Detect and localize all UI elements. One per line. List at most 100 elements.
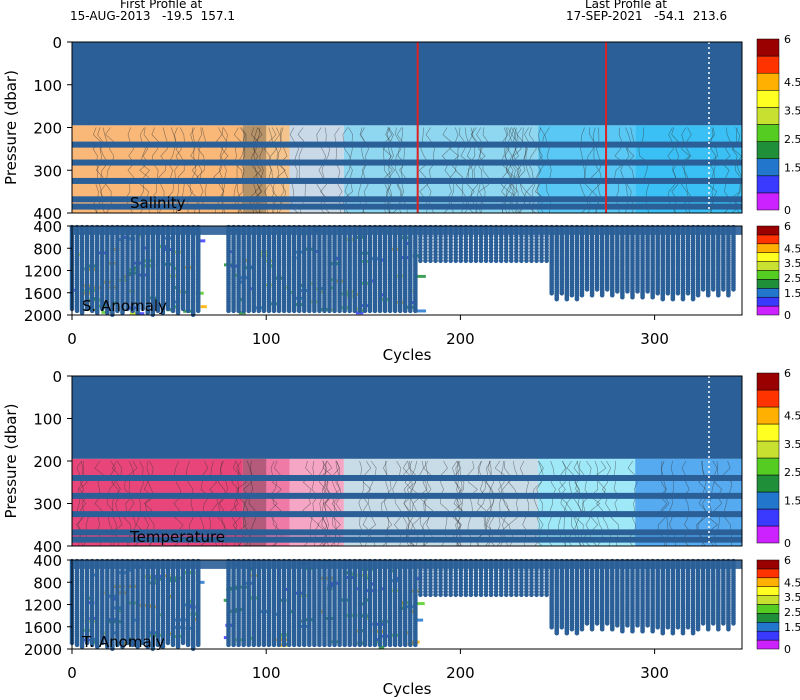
salinity-colorbar-cell (756, 107, 780, 125)
s-anomaly-profile-dot (408, 308, 413, 314)
salinity-ytick-label: 200 (33, 120, 62, 138)
s-anomaly-profile-dot (529, 258, 534, 264)
s-anomaly-anomaly-blotch (297, 284, 307, 288)
s-anomaly-profile-dot (655, 291, 661, 296)
s-anomaly-profile-dot (594, 287, 600, 292)
s-anomaly-colorbar-cell (756, 261, 780, 271)
s-anomaly-profile-dot (554, 296, 560, 302)
s-anomaly-profile-dot (726, 292, 731, 298)
s-anomaly-profile-dot (721, 287, 726, 292)
s-anomaly-profile-dot (498, 258, 504, 264)
s-anomaly-profile-dot (635, 289, 640, 294)
salinity-colorbar-tick: 2.5 (784, 133, 800, 146)
s-anomaly-profile-dot (453, 258, 459, 264)
s-anomaly-anomaly-blotch (415, 274, 426, 278)
s-anomaly-anomaly-blotch (416, 309, 427, 313)
s-anomaly-profile-dot (650, 294, 655, 300)
temperature-ytick-label: 200 (33, 453, 62, 471)
s-anomaly-colorbar-tick: 6 (784, 220, 791, 233)
s-anomaly-anomaly-blotch (138, 312, 145, 316)
salinity-colorbar-cell (756, 175, 780, 194)
s-anomaly-profile-dot (74, 308, 80, 314)
s-anomaly-profile-dot (372, 308, 378, 314)
temperature-ytick-label: 300 (33, 496, 62, 514)
s-anomaly-profile-dot (700, 287, 706, 292)
temperature-colorbar-tick: 4.5 (784, 410, 800, 423)
s-anomaly-profile-dot (125, 306, 130, 312)
s-anomaly-profile-dot (589, 292, 595, 298)
first-profile-label: First Profile at (120, 0, 203, 11)
s-anomaly-anomaly-blotch (238, 311, 246, 315)
s-anomaly-profile-dot (317, 308, 322, 314)
s-anomaly-profile-dot (332, 308, 337, 314)
s-anomaly-profile-dot (473, 258, 479, 264)
temperature-ytick-label: 0 (52, 368, 62, 386)
first-profile-info: 15-AUG-2013 -19.5 157.1 (70, 9, 235, 23)
s-anomaly-xtick-label: 100 (252, 330, 281, 348)
s-anomaly-profile-dot (695, 292, 701, 298)
salinity-ylabel: Pressure (dbar) (2, 70, 20, 185)
s-anomaly-profile-dot (352, 308, 358, 314)
salinity-colorbar-cell (756, 72, 780, 91)
temperature-colorbar-tick: 0 (784, 537, 791, 550)
s-anomaly-anomaly-blotch (116, 238, 124, 242)
temperature-colorbar-cell (756, 457, 780, 476)
temperature-profile-row (72, 511, 742, 518)
s-anomaly-profile-dot (347, 308, 353, 314)
salinity-colorbar-tick: 3.5 (784, 104, 800, 117)
s-anomaly-profile-dot (261, 308, 267, 314)
s-anomaly-profile-dot (609, 292, 615, 298)
s-anomaly-anomaly-blotch (101, 310, 109, 314)
s-anomaly-profile-dot (534, 258, 539, 264)
s-anomaly-profile-dot (493, 258, 499, 264)
s-anomaly-profile-dot (195, 308, 201, 314)
s-anomaly-profile-dot (660, 296, 666, 302)
s-anomaly-profile-dot (175, 310, 181, 316)
s-anomaly-profile-dot (478, 258, 484, 264)
s-anomaly-profile-dot (428, 258, 433, 264)
s-anomaly-profile-dot (392, 308, 398, 314)
s-anomaly-profile-dot (99, 306, 105, 312)
temperature-colorbar-cell (756, 525, 780, 544)
temperature-colorbar-cell (756, 406, 780, 425)
salinity-profile-row (72, 196, 742, 203)
temperature-profile-row (72, 475, 742, 481)
s-anomaly-profile-dot (685, 291, 691, 296)
s-anomaly-profile-dot (433, 258, 438, 264)
s-anomaly-colorbar-tick: 3.5 (784, 257, 800, 270)
s-anomaly-profile-dot (716, 292, 721, 298)
temperature-colorbar-cell (756, 508, 780, 527)
s-anomaly-xlabel: Cycles (383, 346, 432, 364)
salinity-ytick-label: 400 (33, 205, 62, 223)
salinity-name-label: Salinity (130, 194, 186, 212)
temperature-colorbar-tick: 1.5 (784, 495, 800, 508)
s-anomaly-profile-dot (731, 287, 736, 292)
salinity-colorbar-tick: 4.5 (784, 76, 800, 89)
s-anomaly-profile-dot (271, 308, 277, 314)
s-anomaly-colorbar-cell (756, 225, 780, 236)
salinity-profile-row (72, 141, 742, 148)
s-anomaly-profile-dot (514, 258, 519, 264)
s-anomaly-profile-dot (645, 289, 650, 294)
s-anomaly-profile-dot (246, 308, 252, 314)
s-anomaly-profile-dot (115, 308, 120, 314)
s-anomaly-name-label: S. Anomaly (82, 297, 167, 315)
s-anomaly-profile-dot (286, 308, 292, 314)
s-anomaly-colorbar-tick: 4.5 (784, 242, 800, 255)
s-anomaly-profile-dot (382, 308, 388, 314)
salinity-ytick-label: 300 (33, 162, 62, 180)
s-anomaly-profile-dot (180, 306, 186, 312)
temperature-colorbar-tick: 3.5 (784, 438, 800, 451)
s-anomaly-profile-dot (291, 308, 297, 314)
salinity-colorbar-cell (756, 124, 780, 142)
salinity-colorbar-cell (756, 141, 780, 159)
s-anomaly-profile-dot (266, 308, 272, 314)
salinity-profile-row (72, 203, 742, 210)
s-anomaly-anomaly-blotch (335, 256, 340, 260)
salinity-colorbar-tick: 0 (784, 204, 791, 217)
s-anomaly-profile-dot (377, 308, 383, 314)
s-anomaly-profile-dot (549, 291, 554, 296)
s-anomaly-profile-dot (564, 296, 570, 302)
s-anomaly-colorbar-cell (756, 243, 780, 253)
